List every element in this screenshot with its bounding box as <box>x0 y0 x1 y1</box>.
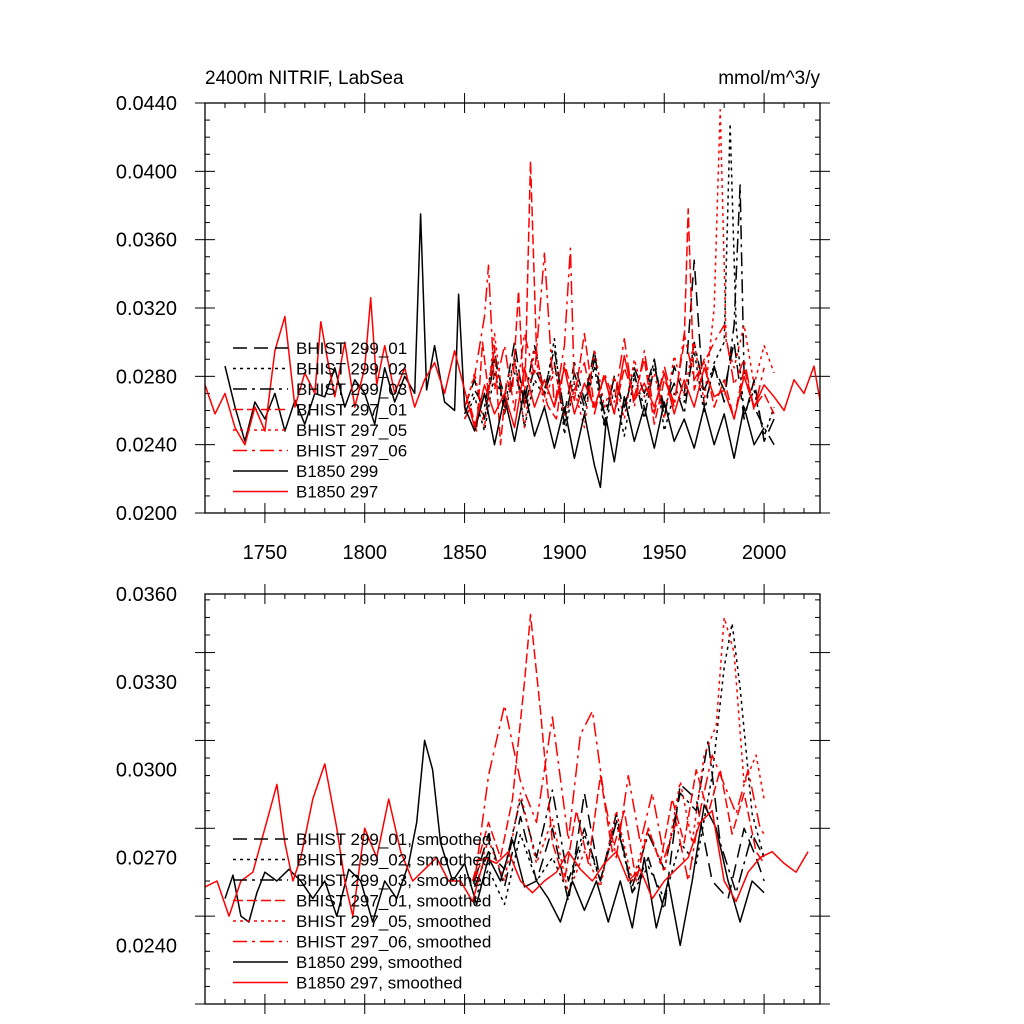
top-plot-frame <box>204 102 821 514</box>
top-units: mmol/m^3/y <box>718 68 820 89</box>
legend-label: B1850 297, smoothed <box>296 974 462 993</box>
y-tick-label: 0.0330 <box>116 672 177 694</box>
series-line <box>473 704 765 882</box>
top-title: 2400m NITRIF, LabSea <box>205 68 404 89</box>
y-tick-label: 0.0280 <box>116 366 177 388</box>
y-tick-label: 0.0360 <box>116 230 177 252</box>
bottom-plot-frame <box>204 593 821 1005</box>
top-x-tick-labels: 1750 1800 1850 1900 1950 2000 <box>243 542 787 564</box>
x-tick-label: 1950 <box>642 542 687 564</box>
y-tick-label: 0.0320 <box>116 298 177 320</box>
series-line <box>204 763 809 917</box>
x-tick-label: 1850 <box>442 542 487 564</box>
bottom-ticks <box>195 584 830 1014</box>
top-ticks <box>195 93 830 523</box>
series-line <box>204 297 821 446</box>
legend-label: BHIST 299_02 <box>296 360 407 379</box>
x-tick-label: 2000 <box>742 542 787 564</box>
series-line <box>463 247 765 415</box>
series-line <box>473 616 765 894</box>
bottom-legend: BHIST 299_01, smoothed BHIST 299_02, smoo… <box>233 830 491 993</box>
legend-label: B1850 297 <box>296 483 378 502</box>
legend-label: BHIST 299_03, smoothed <box>296 871 491 890</box>
bottom-panel: 0.0240 0.0270 0.0300 0.0330 0.0360 BHIST 299… <box>116 584 830 1014</box>
y-tick-label: 0.0400 <box>116 161 177 183</box>
y-tick-label: 0.0240 <box>116 935 177 957</box>
legend-label: BHIST 297_05 <box>296 421 407 440</box>
legend-label: BHIST 297_06 <box>296 442 407 461</box>
legend-label: B1850 299 <box>296 462 378 481</box>
series-line <box>463 122 775 437</box>
series-line <box>473 739 765 894</box>
y-tick-label: 0.0440 <box>116 93 177 115</box>
legend-label: BHIST 299_01 <box>296 339 407 358</box>
legend-label: BHIST 299_01, smoothed <box>296 830 491 849</box>
legend-label: BHIST 297_05, smoothed <box>296 912 491 931</box>
bottom-series-lines <box>204 613 809 947</box>
legend-label: BHIST 299_02, smoothed <box>296 851 491 870</box>
y-tick-label: 0.0240 <box>116 435 177 457</box>
x-tick-label: 1900 <box>542 542 587 564</box>
y-tick-label: 0.0200 <box>116 503 177 525</box>
y-tick-label: 0.0300 <box>116 760 177 782</box>
series-line <box>224 739 765 947</box>
series-line <box>463 109 775 429</box>
legend-label: B1850 299, smoothed <box>296 953 462 972</box>
series-line <box>471 613 765 882</box>
legend-label: BHIST 299_03 <box>296 380 407 399</box>
bottom-y-tick-labels: 0.0240 0.0270 0.0300 0.0330 0.0360 <box>116 584 177 957</box>
x-tick-label: 1800 <box>342 542 387 564</box>
top-panel: 2400m NITRIF, LabSea mmol/m^3/y 0.02000.… <box>116 68 830 564</box>
legend-label: BHIST 297_01 <box>296 401 407 420</box>
top-y-tick-labels: 0.0200 0.0240 0.0280 0.0320 0.0360 0.0400 0.04… <box>116 93 177 525</box>
series-line <box>224 213 765 489</box>
legend-label: BHIST 297_01, smoothed <box>296 892 491 911</box>
y-tick-label: 0.0360 <box>116 584 177 606</box>
series-line <box>473 783 765 912</box>
legend-label: BHIST 297_06, smoothed <box>296 933 491 952</box>
x-tick-label: 1750 <box>243 542 288 564</box>
top-series-lines <box>204 109 821 489</box>
y-tick-label: 0.0270 <box>116 848 177 870</box>
